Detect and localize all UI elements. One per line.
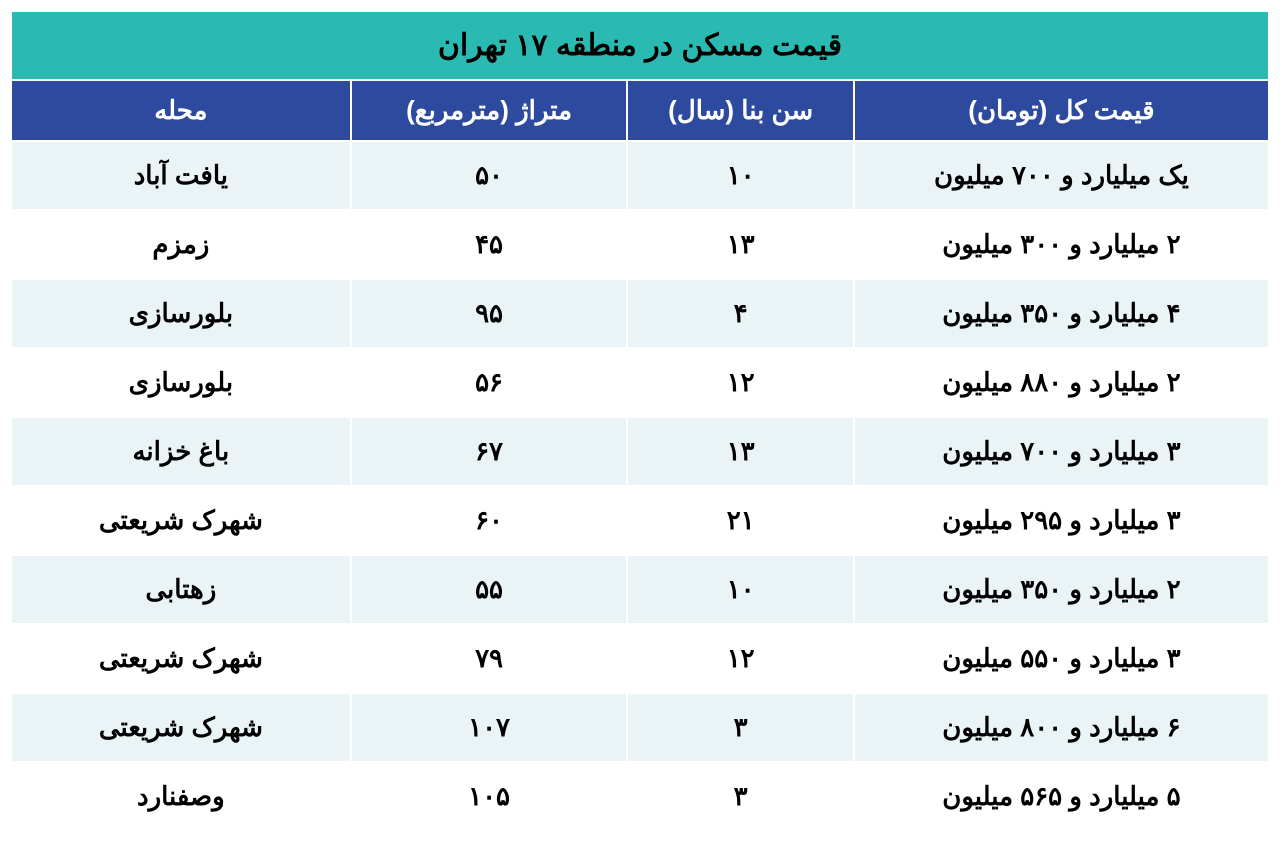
cell-price: ۲ میلیارد و ۳۵۰ میلیون — [854, 555, 1269, 624]
cell-area: ۶۷ — [351, 417, 628, 486]
table-row: ۶ میلیارد و ۸۰۰ میلیون ۳ ۱۰۷ شهرک شریعتی — [11, 693, 1269, 762]
cell-neighborhood: زمزم — [11, 210, 351, 279]
cell-neighborhood: بلورسازی — [11, 279, 351, 348]
cell-neighborhood: یافت آباد — [11, 141, 351, 210]
cell-age: ۳ — [627, 693, 853, 762]
cell-area: ۷۹ — [351, 624, 628, 693]
cell-age: ۱۳ — [627, 417, 853, 486]
cell-neighborhood: زهتابی — [11, 555, 351, 624]
price-table: قیمت مسکن در منطقه ۱۷ تهران قیمت کل (توم… — [10, 10, 1270, 832]
cell-price: ۶ میلیارد و ۸۰۰ میلیون — [854, 693, 1269, 762]
cell-area: ۵۵ — [351, 555, 628, 624]
table-row: ۲ میلیارد و ۳۵۰ میلیون ۱۰ ۵۵ زهتابی — [11, 555, 1269, 624]
cell-neighborhood: شهرک شریعتی — [11, 486, 351, 555]
cell-price: ۵ میلیارد و ۵۶۵ میلیون — [854, 762, 1269, 831]
table-body: یک میلیارد و ۷۰۰ میلیون ۱۰ ۵۰ یافت آباد … — [11, 141, 1269, 831]
table-row: ۵ میلیارد و ۵۶۵ میلیون ۳ ۱۰۵ وصفنارد — [11, 762, 1269, 831]
cell-area: ۵۶ — [351, 348, 628, 417]
cell-age: ۱۰ — [627, 555, 853, 624]
table-title: قیمت مسکن در منطقه ۱۷ تهران — [11, 11, 1269, 80]
cell-age: ۴ — [627, 279, 853, 348]
cell-age: ۲۱ — [627, 486, 853, 555]
cell-area: ۴۵ — [351, 210, 628, 279]
cell-price: ۲ میلیارد و ۳۰۰ میلیون — [854, 210, 1269, 279]
cell-price: ۴ میلیارد و ۳۵۰ میلیون — [854, 279, 1269, 348]
col-header-area: متراژ (مترمربع) — [351, 80, 628, 141]
cell-price: ۳ میلیارد و ۵۵۰ میلیون — [854, 624, 1269, 693]
table-row: یک میلیارد و ۷۰۰ میلیون ۱۰ ۵۰ یافت آباد — [11, 141, 1269, 210]
cell-price: ۳ میلیارد و ۷۰۰ میلیون — [854, 417, 1269, 486]
cell-price: ۲ میلیارد و ۸۸۰ میلیون — [854, 348, 1269, 417]
cell-neighborhood: وصفنارد — [11, 762, 351, 831]
cell-price: یک میلیارد و ۷۰۰ میلیون — [854, 141, 1269, 210]
table-row: ۳ میلیارد و ۵۵۰ میلیون ۱۲ ۷۹ شهرک شریعتی — [11, 624, 1269, 693]
cell-age: ۱۰ — [627, 141, 853, 210]
cell-area: ۹۵ — [351, 279, 628, 348]
cell-age: ۱۲ — [627, 348, 853, 417]
cell-area: ۵۰ — [351, 141, 628, 210]
cell-neighborhood: شهرک شریعتی — [11, 693, 351, 762]
cell-age: ۱۲ — [627, 624, 853, 693]
col-header-price: قیمت کل (تومان) — [854, 80, 1269, 141]
cell-area: ۶۰ — [351, 486, 628, 555]
cell-age: ۳ — [627, 762, 853, 831]
table-row: ۳ میلیارد و ۷۰۰ میلیون ۱۳ ۶۷ باغ خزانه — [11, 417, 1269, 486]
cell-area: ۱۰۷ — [351, 693, 628, 762]
table-row: ۳ میلیارد و ۲۹۵ میلیون ۲۱ ۶۰ شهرک شریعتی — [11, 486, 1269, 555]
table-row: ۲ میلیارد و ۳۰۰ میلیون ۱۳ ۴۵ زمزم — [11, 210, 1269, 279]
cell-price: ۳ میلیارد و ۲۹۵ میلیون — [854, 486, 1269, 555]
col-header-neighborhood: محله — [11, 80, 351, 141]
cell-neighborhood: شهرک شریعتی — [11, 624, 351, 693]
cell-neighborhood: بلورسازی — [11, 348, 351, 417]
table-row: ۲ میلیارد و ۸۸۰ میلیون ۱۲ ۵۶ بلورسازی — [11, 348, 1269, 417]
cell-neighborhood: باغ خزانه — [11, 417, 351, 486]
table-row: ۴ میلیارد و ۳۵۰ میلیون ۴ ۹۵ بلورسازی — [11, 279, 1269, 348]
col-header-age: سن بنا (سال) — [627, 80, 853, 141]
cell-age: ۱۳ — [627, 210, 853, 279]
table-header-row: قیمت کل (تومان) سن بنا (سال) متراژ (مترم… — [11, 80, 1269, 141]
cell-area: ۱۰۵ — [351, 762, 628, 831]
